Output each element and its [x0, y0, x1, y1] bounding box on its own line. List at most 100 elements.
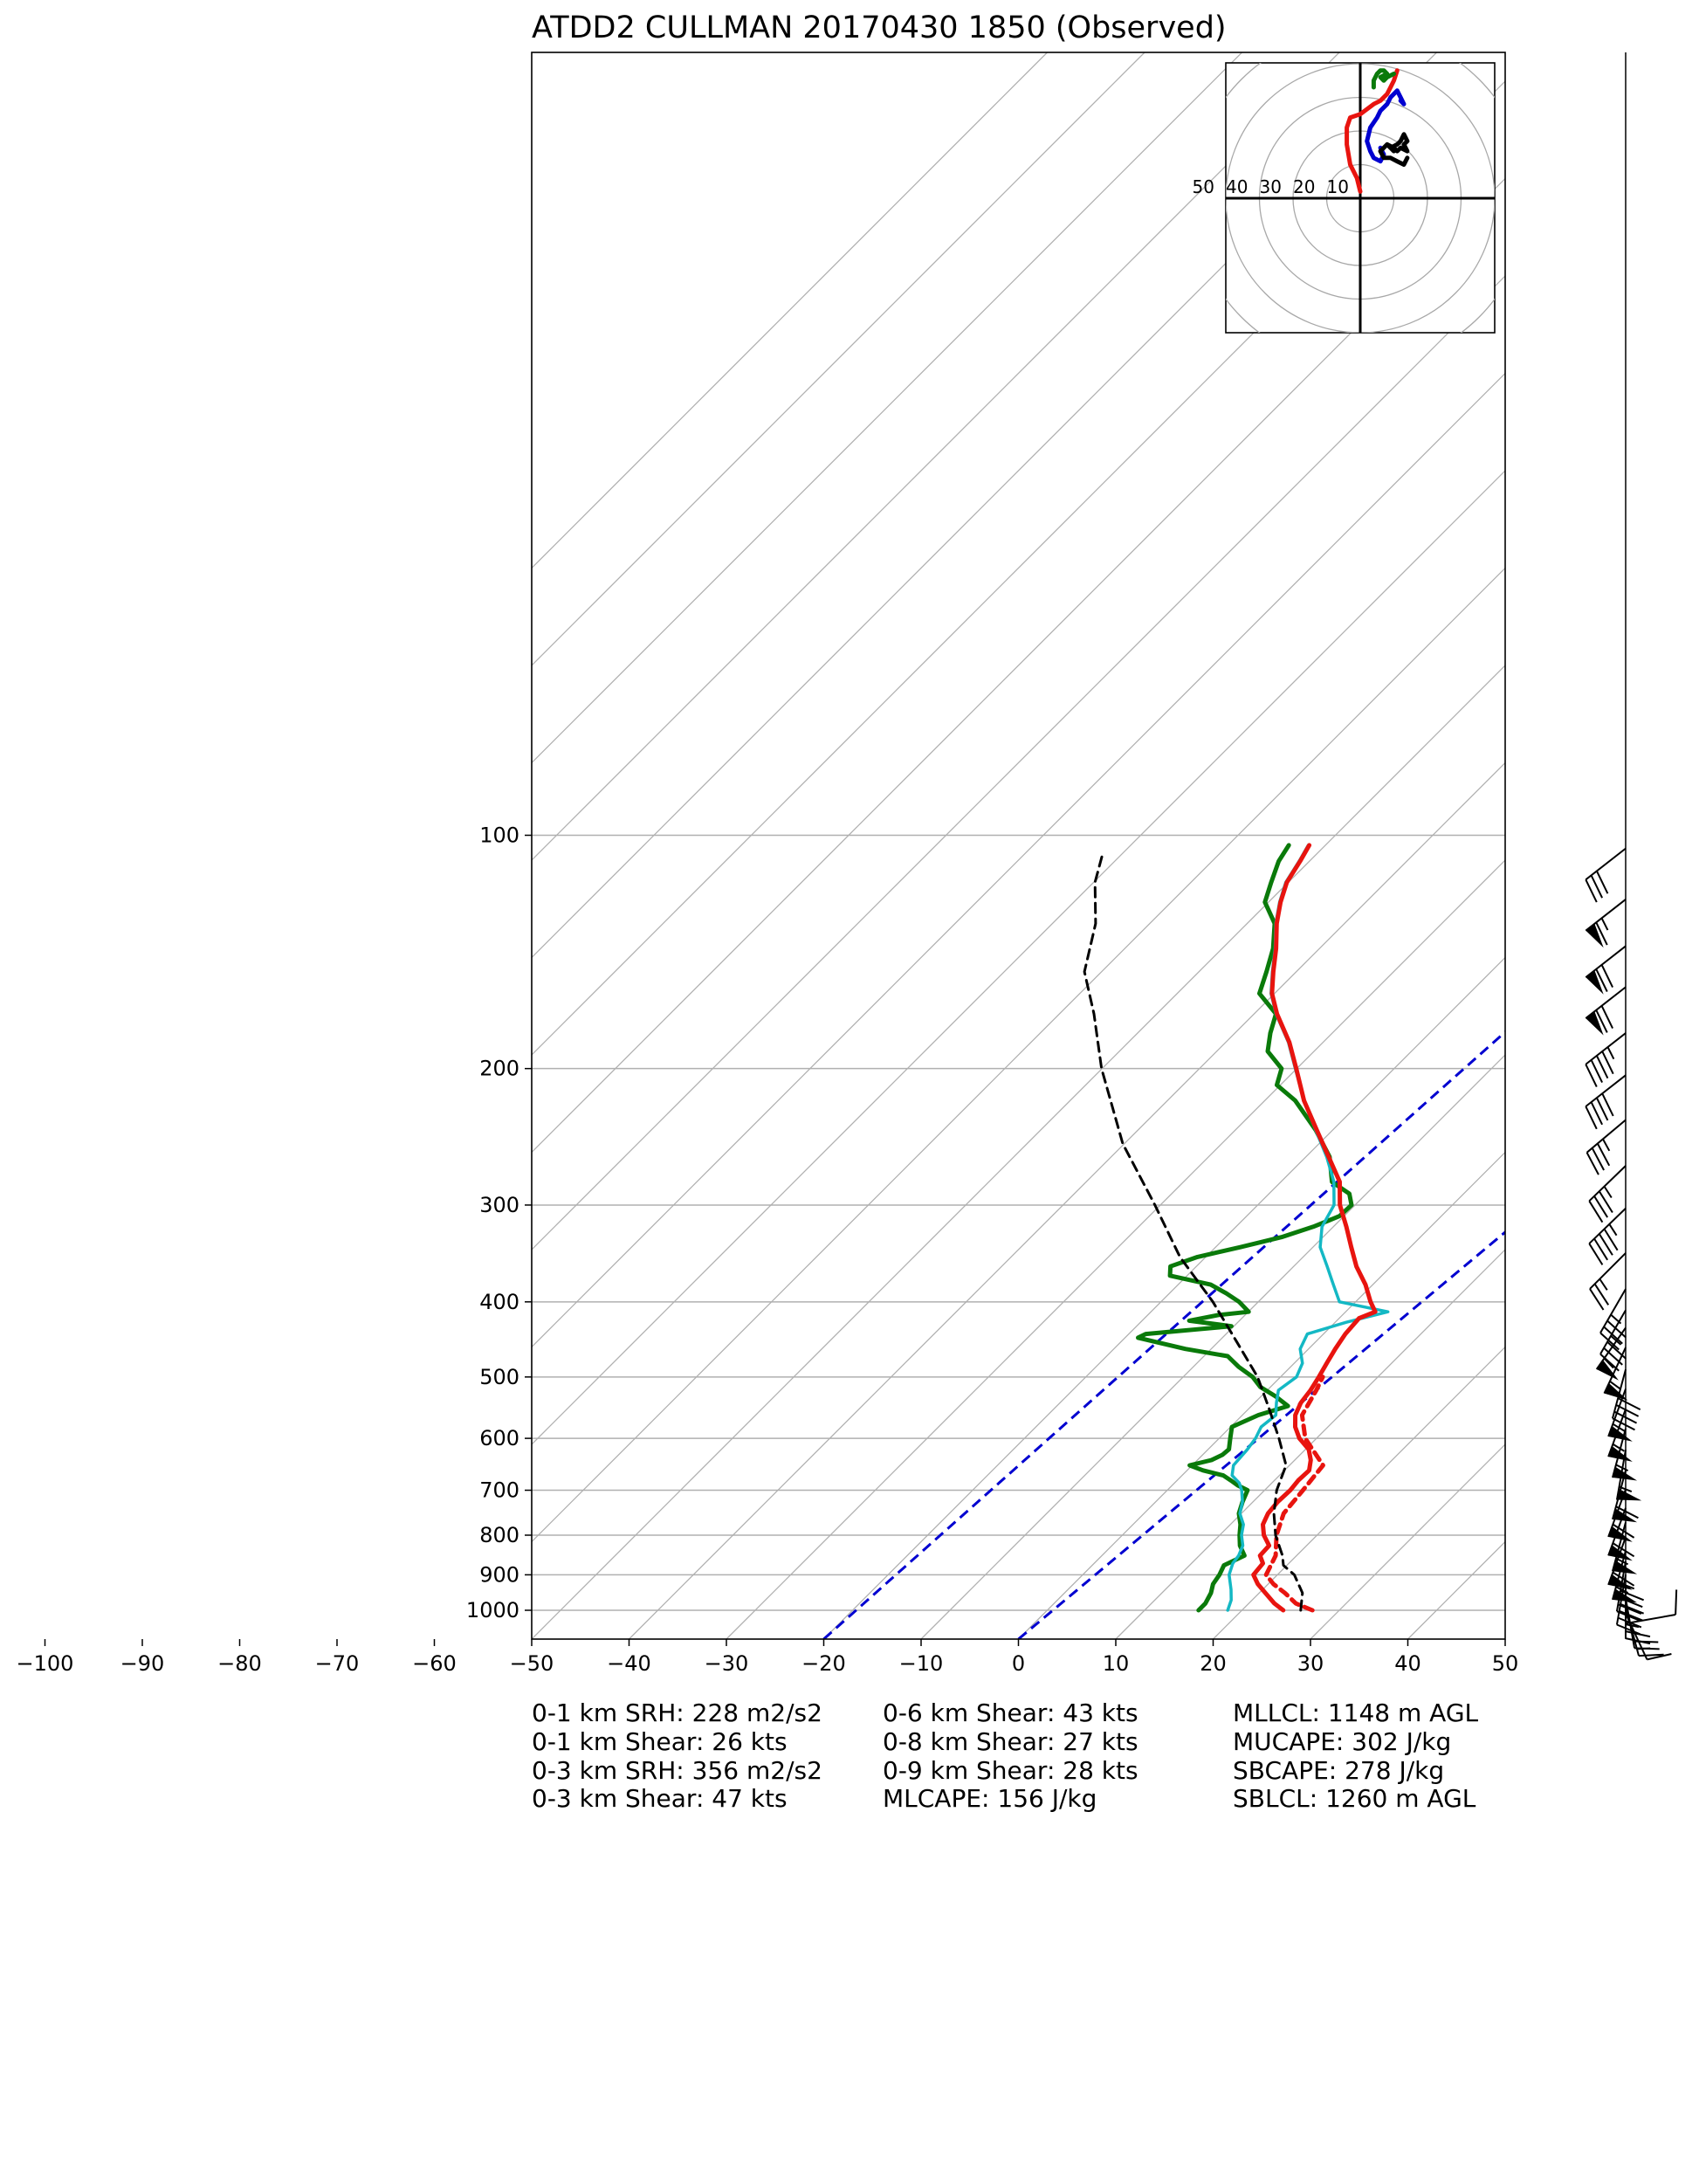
- barb-half: [1603, 1357, 1614, 1369]
- isotherm-line: [1115, 1249, 1505, 1639]
- barb-full: [1638, 1653, 1664, 1657]
- barb-staff: [1607, 1507, 1627, 1556]
- barb-full: [1606, 1340, 1627, 1360]
- barb-staff: [1625, 1614, 1676, 1625]
- index-shear-0-3: 0-3 km Shear: 47 kts: [532, 1784, 788, 1813]
- barb-staff: [1603, 1347, 1627, 1395]
- barb-staff: [1615, 1574, 1627, 1625]
- barb-half: [1608, 1223, 1618, 1237]
- barb-half: [1636, 1647, 1651, 1650]
- wind-barb: [1586, 1119, 1627, 1175]
- barb-full: [1620, 1602, 1645, 1615]
- barb-full: [1590, 1059, 1604, 1084]
- barb-staff: [1585, 1074, 1627, 1107]
- index-sbcape: SBCAPE: 278 J/kg: [1233, 1756, 1444, 1785]
- barb-full: [1606, 1319, 1627, 1339]
- index-mlcape: MLCAPE: 156 J/kg: [883, 1784, 1097, 1813]
- index-srh-0-1: 0-1 km SRH: 228 m2/s2: [532, 1698, 822, 1727]
- barb-full: [1596, 1143, 1611, 1167]
- barb-full: [1647, 1653, 1672, 1661]
- isotherm-line: [726, 859, 1505, 1639]
- indices-block: 0-1 km SRH: 228 m2/s2 0-1 km Shear: 26 k…: [532, 1698, 1479, 1813]
- wind-barb: [1585, 1074, 1627, 1130]
- barb-full: [1596, 1097, 1609, 1121]
- barb-half: [1609, 1381, 1621, 1390]
- barb-flag: [1608, 1446, 1633, 1462]
- barb-full: [1595, 1009, 1608, 1033]
- y-tick-label: 500: [479, 1365, 519, 1389]
- y-tick-label: 1000: [466, 1598, 519, 1622]
- isotherm-line: [532, 372, 1505, 1348]
- barb-full: [1616, 1623, 1641, 1636]
- pressure-axis: 100 200 300 400 500 600 700 800 900 1000: [466, 823, 532, 1622]
- wind-barb: [1603, 1347, 1628, 1401]
- wind-barb: [1585, 1032, 1627, 1087]
- barb-full: [1600, 1005, 1613, 1029]
- x-tick-label: −40: [607, 1651, 651, 1676]
- y-tick-label: 600: [479, 1426, 519, 1450]
- hodograph-ring-label: 50: [1193, 176, 1214, 197]
- wind-barb: [1585, 986, 1627, 1036]
- wind-barb: [1607, 1507, 1635, 1561]
- barb-full: [1590, 874, 1604, 899]
- wind-barb: [1625, 1588, 1651, 1645]
- y-tick-label: 300: [479, 1193, 519, 1217]
- barb-full: [1585, 1106, 1598, 1130]
- barb-full: [1612, 1417, 1635, 1431]
- barb-full: [1593, 1237, 1609, 1261]
- barb-full: [1588, 1243, 1604, 1265]
- isotherm-line: [629, 761, 1505, 1639]
- barb-staff: [1607, 1489, 1627, 1538]
- parcel-line: [1083, 850, 1304, 1612]
- hodograph-inset: 50 40 30 20 10: [1193, 62, 1496, 334]
- barb-flag: [1604, 1382, 1628, 1401]
- barb-full: [1612, 1542, 1635, 1558]
- x-tick-label: −90: [120, 1651, 165, 1676]
- x-tick-label: −10: [899, 1651, 944, 1676]
- barb-half: [1603, 1186, 1613, 1199]
- barb-staff: [1585, 1032, 1627, 1065]
- barb-full: [1600, 964, 1613, 989]
- barb-full: [1601, 1051, 1614, 1075]
- barb-full: [1601, 1092, 1614, 1117]
- index-shear-0-8: 0-8 km Shear: 27 kts: [883, 1727, 1138, 1756]
- barb-full: [1603, 1326, 1623, 1345]
- x-tick-label: −20: [801, 1651, 846, 1676]
- barb-full: [1591, 1147, 1605, 1171]
- barb-full: [1675, 1589, 1678, 1616]
- barb-full: [1615, 1505, 1639, 1519]
- x-tick-label: 30: [1297, 1651, 1324, 1676]
- barb-full: [1595, 968, 1608, 992]
- barb-half: [1606, 1046, 1615, 1060]
- isotherm-line: [532, 470, 1505, 1445]
- y-tick-label: 900: [479, 1562, 519, 1587]
- barb-staff: [1599, 1309, 1627, 1355]
- x-tick-label: 0: [1012, 1651, 1025, 1676]
- index-srh-0-3: 0-3 km SRH: 356 m2/s2: [532, 1756, 822, 1785]
- y-tick-label: 200: [479, 1057, 519, 1081]
- barb-full: [1613, 1410, 1638, 1424]
- barb-staff: [1585, 847, 1627, 881]
- chart-title: ATDD2 CULLMAN 20170430 1850 (Observed): [532, 10, 1227, 45]
- profile-lines: [1083, 843, 1390, 1613]
- barb-full: [1612, 1571, 1635, 1587]
- isotherm-line: [532, 52, 1242, 764]
- isotherm-line: [1213, 1346, 1505, 1639]
- barb-full: [1593, 1283, 1610, 1306]
- barb-staff: [1625, 1613, 1648, 1660]
- wind-barb: [1607, 1409, 1633, 1462]
- index-mllcl: MLLCL: 1148 m AGL: [1233, 1698, 1479, 1727]
- wind-barbs: [1585, 52, 1678, 1661]
- barb-staff: [1612, 1369, 1627, 1419]
- isotherm-line: [532, 52, 1437, 959]
- index-mucape: MUCAPE: 302 J/kg: [1233, 1727, 1451, 1756]
- barb-full: [1598, 1233, 1613, 1256]
- x-tick-label: −100: [17, 1651, 74, 1676]
- hodograph-ring-label: 30: [1260, 176, 1282, 197]
- barb-flag: [1612, 1508, 1638, 1523]
- barb-full: [1585, 878, 1598, 903]
- dewpoint-line: [1136, 843, 1354, 1613]
- barb-full: [1585, 1064, 1598, 1087]
- wind-barb: [1612, 1470, 1639, 1523]
